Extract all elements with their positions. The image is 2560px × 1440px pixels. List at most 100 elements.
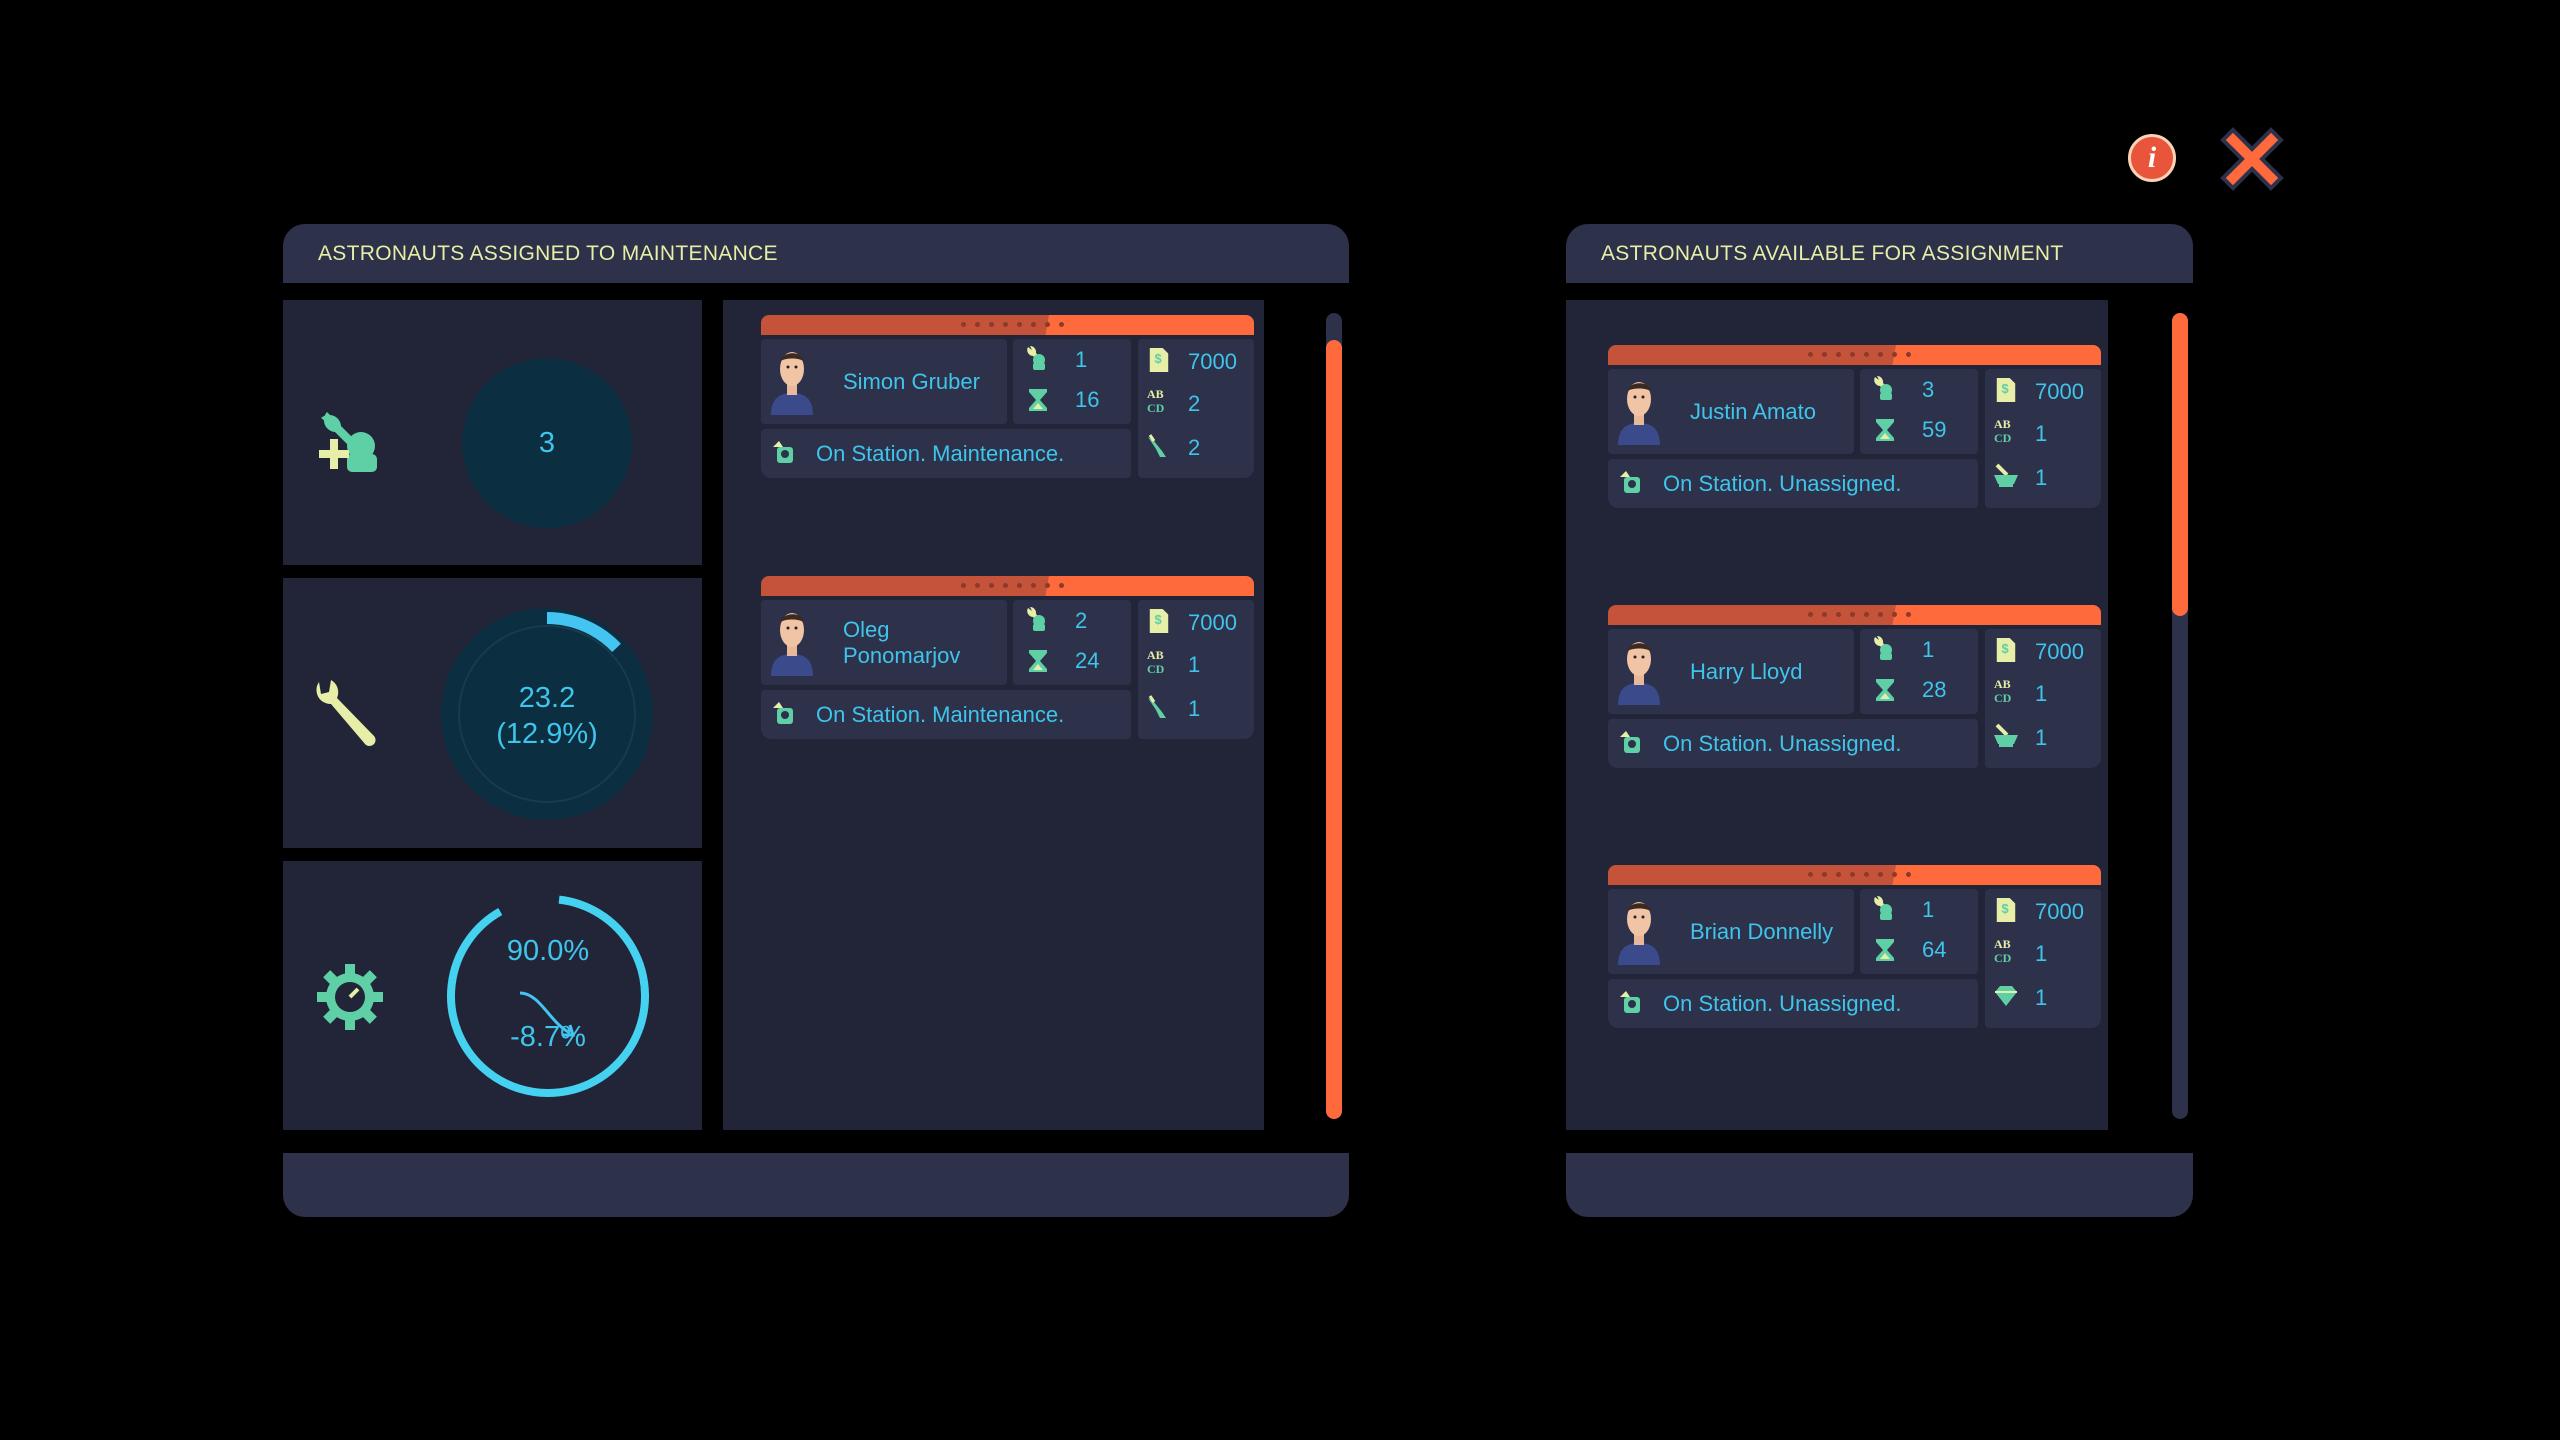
assigned-list-scrollbar[interactable] [1326,313,1342,1119]
astronaut-name-box: Brian Donnelly [1608,889,1854,974]
astronaut-status: On Station. Maintenance. [816,441,1065,466]
maintenance-value: 23.2 [518,682,576,714]
specialty-value: 1 [1188,696,1201,721]
specialty-value: 1 [2035,465,2048,490]
hourglass-icon [1872,937,1898,963]
salary-value: 7000 [1188,610,1237,635]
left-panel-title: ASTRONAUTS ASSIGNED TO MAINTENANCE [318,241,778,265]
stat-tile-maintenance: 23.2 (12.9%) [283,578,702,848]
astronaut-card[interactable]: Oleg Ponomarjov 2 24 $ 7000 AB CD 1 1 On … [761,576,1254,739]
card-drag-handle[interactable] [761,576,1254,596]
education-icon: AB CD [1993,677,2019,704]
skill-level: 3 [1922,377,1935,402]
time-value: 64 [1922,937,1947,962]
skill-level-icon [1872,895,1898,921]
education-icon: AB CD [1993,937,2019,964]
astronaut-status: On Station. Maintenance. [816,702,1065,727]
svg-text:CD: CD [1147,662,1165,675]
astronaut-status: On Station. Unassigned. [1663,471,1902,496]
skill-level-icon [1025,345,1051,371]
hourglass-icon [1872,677,1898,703]
condition-change: -8.7% [510,1021,586,1053]
avatar [767,606,817,681]
maintenance-gauge-arc [546,612,621,653]
education-value: 1 [2035,941,2048,966]
specialty-value: 1 [2035,985,2048,1010]
hand-tool-icon [1146,694,1172,720]
education-icon: AB CD [1993,417,2019,444]
salary-value: 7000 [1188,349,1237,374]
svg-text:AB: AB [1994,937,2011,951]
salary-value: 7000 [2035,899,2084,924]
skill-level-icon [1025,606,1051,632]
station-status-icon [1618,469,1644,495]
station-status-icon [771,439,797,465]
wrench-icon [316,680,376,747]
time-value: 59 [1922,417,1947,442]
astronaut-status: On Station. Unassigned. [1663,731,1902,756]
svg-text:$: $ [2001,641,2008,656]
astronaut-name: Brian Donnelly [1690,918,1834,944]
astronaut-name: Justin Amato [1690,398,1816,424]
assigned-count-value: 3 [538,427,556,459]
close-button[interactable] [2215,122,2289,196]
svg-text:AB: AB [1994,677,2011,691]
astronaut-card[interactable]: Brian Donnelly 1 64 $ 7000 AB CD 1 1 On S… [1608,865,2101,1028]
svg-text:$: $ [2001,901,2008,916]
astronaut-name-box: Justin Amato [1608,369,1854,454]
hourglass-icon [1025,648,1051,674]
salary-value: 7000 [2035,379,2084,404]
avatar [1614,635,1664,710]
info-button[interactable]: i [2128,134,2176,182]
add-maintenance-astronaut-icon [319,412,377,472]
astronaut-name: Harry Lloyd [1690,658,1803,684]
astronaut-status-box: On Station. Maintenance. [761,690,1131,739]
astronaut-card[interactable]: Justin Amato 3 59 $ 7000 AB CD 1 1 On Sta… [1608,345,2101,508]
salary-icon: $ [1993,377,2019,403]
stat-tile-condition: 90.0% -8.7% [283,861,702,1130]
astronaut-name-box: Harry Lloyd [1608,629,1854,714]
right-panel-title: ASTRONAUTS AVAILABLE FOR ASSIGNMENT [1601,241,2064,265]
svg-text:CD: CD [1994,951,2012,964]
avatar [1614,375,1664,450]
astronaut-name: Oleg Ponomarjov [843,616,961,668]
gem-icon [1993,983,2019,1009]
card-drag-handle[interactable] [1608,865,2101,885]
card-drag-handle[interactable] [1608,345,2101,365]
salary-value: 7000 [2035,639,2084,664]
card-drag-handle[interactable] [761,315,1254,335]
mortar-pestle-icon [1993,723,2019,749]
astronaut-name: Simon Gruber [843,368,980,394]
astronaut-attributes-box: $ 7000 AB CD 1 1 [1985,629,2101,768]
svg-text:$: $ [1154,351,1161,366]
astronaut-stats-box: 1 16 [1013,339,1131,424]
astronaut-stats-box: 3 59 [1860,369,1978,454]
hourglass-icon [1872,417,1898,443]
card-drag-handle[interactable] [1608,605,2101,625]
info-icon: i [2147,141,2157,174]
time-value: 28 [1922,677,1947,702]
scrollbar-thumb[interactable] [1326,340,1342,1119]
astronaut-card[interactable]: Harry Lloyd 1 28 $ 7000 AB CD 1 1 On Stat… [1608,605,2101,768]
available-astronaut-list: Justin Amato 3 59 $ 7000 AB CD 1 1 On Sta… [1566,300,2108,1130]
skill-level-icon [1872,375,1898,401]
mortar-pestle-icon [1993,463,2019,489]
skill-level: 1 [1922,637,1935,662]
svg-text:$: $ [2001,381,2008,396]
salary-icon: $ [1993,637,2019,663]
gear-gauge-icon [317,964,383,1030]
svg-text:AB: AB [1994,417,2011,431]
condition-gauge-arc [447,895,649,1097]
astronaut-attributes-box: $ 7000 AB CD 1 1 [1985,889,2101,1028]
available-list-scrollbar[interactable] [2172,313,2188,1119]
astronaut-attributes-box: $ 7000 AB CD 1 1 [1138,600,1254,739]
astronaut-card[interactable]: Simon Gruber 1 16 $ 7000 AB CD 2 2 On Sta… [761,315,1254,478]
scrollbar-thumb[interactable] [2172,313,2188,616]
astronaut-stats-box: 2 24 [1013,600,1131,685]
right-panel-header: ASTRONAUTS AVAILABLE FOR ASSIGNMENT [1566,224,2193,283]
astronaut-attributes-box: $ 7000 AB CD 1 1 [1985,369,2101,508]
skill-level: 2 [1075,608,1088,633]
skill-level-icon [1872,635,1898,661]
education-value: 1 [2035,681,2048,706]
assigned-astronaut-list: Simon Gruber 1 16 $ 7000 AB CD 2 2 On Sta… [723,300,1264,1130]
